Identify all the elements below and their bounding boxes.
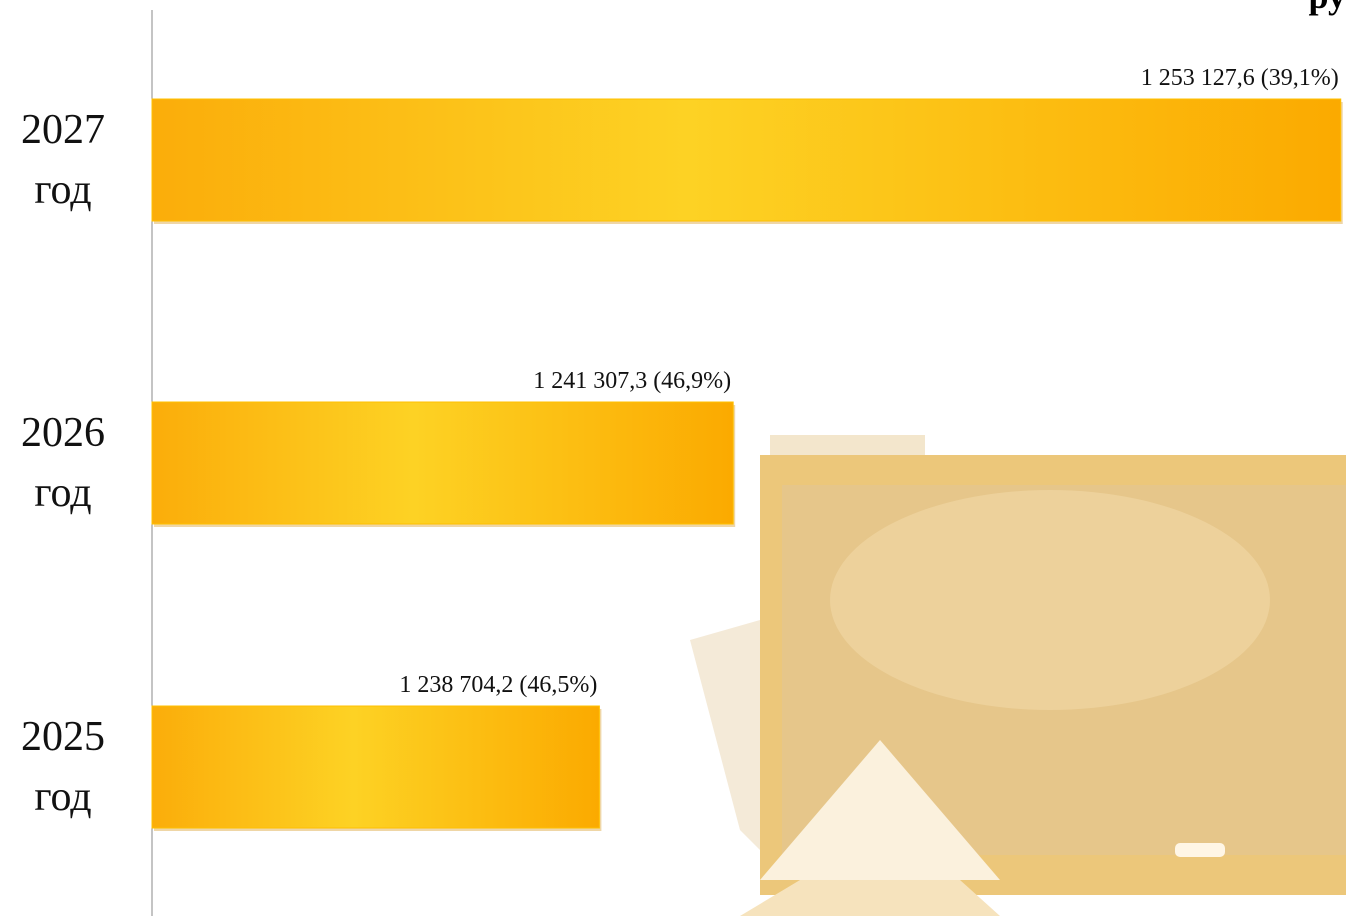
bar [151, 401, 734, 525]
category-label: 2025 год [21, 714, 105, 820]
unit-label: ру [1308, 0, 1346, 16]
value-label: 1 241 307,3 (46,9%) [533, 368, 731, 394]
value-label: 1 253 127,6 (39,1%) [1141, 65, 1339, 91]
category-label: 2026 год [21, 410, 105, 516]
value-label: 1 238 704,2 (46,5%) [399, 672, 597, 698]
bar [151, 705, 600, 829]
bar [151, 98, 1342, 222]
board-decoration [690, 435, 1346, 916]
category-label: 2027 год [21, 107, 105, 213]
